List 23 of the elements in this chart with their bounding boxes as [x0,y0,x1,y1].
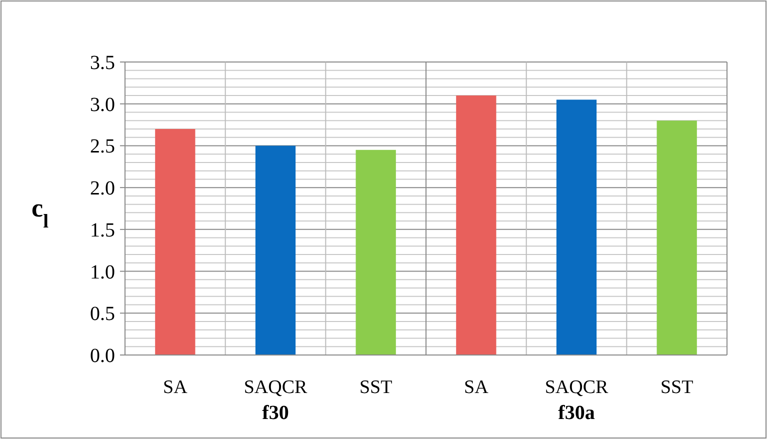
x-tick-label: SST [660,377,694,398]
x-tick-label: SAQCR [544,377,608,398]
bar [656,120,697,355]
y-tick-label: 2.5 [90,136,115,158]
bar [255,146,296,355]
text: f30a [558,402,595,424]
y-tick-label: 0.5 [90,303,115,326]
bar [155,128,196,355]
x-tick-label: SA [163,377,188,398]
x-tick-label: SA [464,377,489,398]
y-tick-label: 3.5 [90,52,115,74]
text: f30 [262,402,289,424]
x-tick-label: SST [359,377,393,398]
x-tick-label: SAQCR [244,377,308,398]
bar [456,95,496,355]
y-tick-label: 2.0 [90,178,115,200]
bar [356,150,396,355]
y-tick-label: 3.0 [90,94,115,116]
y-tick-label: 1.5 [90,219,115,242]
y-tick-label: 1.0 [90,261,115,284]
bar [556,100,597,355]
y-tick-label: 0.0 [90,345,115,367]
y-axis-title: c$_{l}$ [32,194,50,232]
